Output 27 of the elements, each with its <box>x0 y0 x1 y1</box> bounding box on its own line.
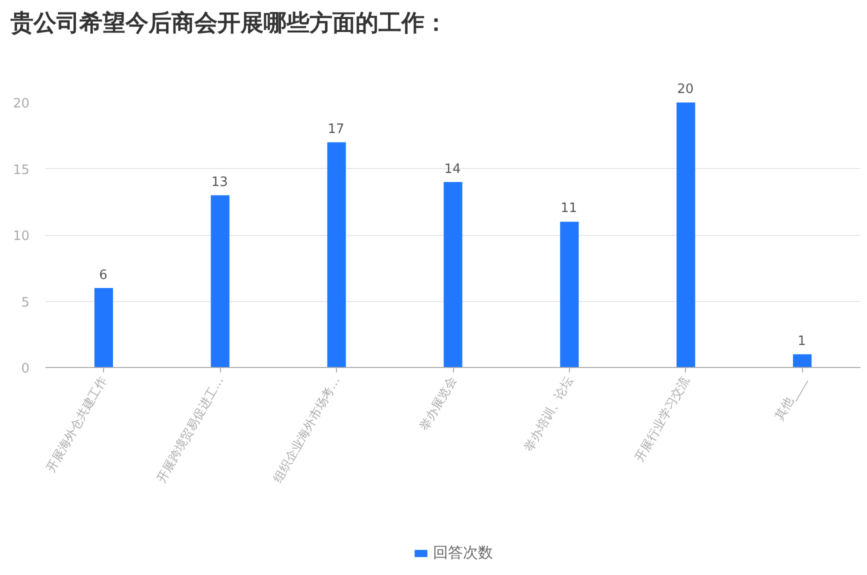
data-label: 11 <box>560 201 578 216</box>
bar <box>444 182 462 368</box>
y-tick-label: 20 <box>12 96 30 112</box>
data-label: 6 <box>99 268 108 282</box>
bar <box>94 288 114 368</box>
x-tick-label: 举办展览会 <box>416 374 460 433</box>
y-tick-label: 5 <box>21 295 30 310</box>
bar <box>676 102 696 368</box>
bar <box>792 354 812 368</box>
bar <box>210 195 230 368</box>
data-label: 13 <box>211 174 228 190</box>
x-tick-label: 举办培训、论坛 <box>521 374 576 454</box>
x-tick-label: 开展海外仓共建工作 <box>44 374 110 475</box>
y-tick-label: 15 <box>12 162 30 178</box>
data-label: 17 <box>328 122 344 137</box>
y-tick-label: 0 <box>21 362 30 376</box>
bar <box>327 142 346 368</box>
y-tick-label: 10 <box>12 229 30 244</box>
data-label: 14 <box>444 162 461 176</box>
legend-label: 回答次数 <box>433 543 493 562</box>
data-label: 20 <box>677 82 694 97</box>
bar <box>560 222 579 368</box>
x-tick-label: 组织企业海外市场考… <box>270 374 343 485</box>
data-label: 1 <box>798 334 806 349</box>
x-tick-label: 开展行业学习交流 <box>632 374 692 464</box>
x-tick-label: 开展跨境贸易促进工… <box>154 374 226 485</box>
chart-title: 贵公司希望今后商会开展哪些方面的工作： <box>10 10 448 36</box>
